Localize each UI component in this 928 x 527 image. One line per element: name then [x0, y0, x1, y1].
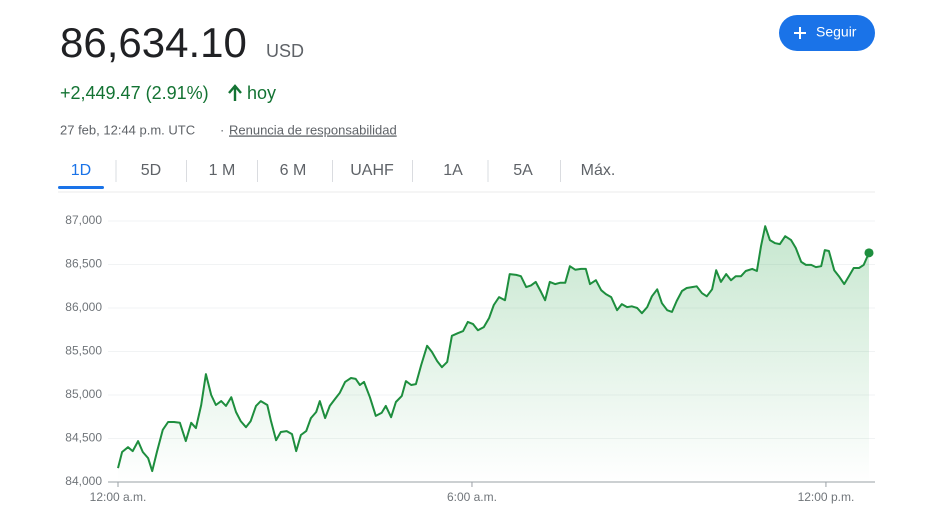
- y-tick-label: 85,000: [65, 387, 102, 401]
- timestamp: 27 feb, 12:44 p.m. UTC: [60, 122, 195, 137]
- area-fill: [118, 226, 869, 482]
- tab[interactable]: 1D: [71, 162, 91, 179]
- tab[interactable]: 6 M: [280, 162, 307, 179]
- plus-icon: [794, 27, 806, 39]
- follow-button[interactable]: [779, 15, 875, 51]
- tab[interactable]: 1A: [443, 162, 463, 179]
- tab[interactable]: 5A: [513, 162, 533, 179]
- x-tick-label: 6:00 a.m.: [447, 490, 497, 504]
- y-tick-label: 84,500: [65, 431, 102, 445]
- tab[interactable]: Máx.: [581, 162, 616, 179]
- last-point: [864, 248, 874, 258]
- y-tick-label: 85,500: [65, 344, 102, 358]
- tabs: 1D 5D 1 M 6 M UAHF 1A 5A Máx.: [58, 160, 615, 189]
- tab-indicator: [58, 186, 104, 189]
- follow-label: Seguir: [816, 24, 857, 40]
- separator: ·: [220, 122, 224, 137]
- y-tick-label: 84,000: [65, 474, 102, 488]
- up-arrow: [228, 84, 242, 101]
- y-tick-label: 87,000: [65, 213, 102, 227]
- change: +2,449.47 (2.91%): [60, 83, 209, 103]
- tab[interactable]: 1 M: [209, 162, 236, 179]
- price-line: [117, 225, 870, 473]
- currency: USD: [266, 41, 304, 61]
- x-tick-label: 12:00 a.m.: [90, 490, 147, 504]
- period: hoy: [247, 83, 276, 103]
- chart: 84,000 84,500 85,000 85,500 86,000 86,500 87,0…: [65, 213, 875, 504]
- tab[interactable]: UAHF: [350, 162, 394, 179]
- y-tick-label: 86,000: [65, 300, 102, 314]
- x-tick-label: 12:00 p.m.: [798, 490, 855, 504]
- disclaimer-link[interactable]: Renuncia de responsabilidad: [229, 122, 397, 137]
- price: 86,634.10: [60, 19, 247, 66]
- tab[interactable]: 5D: [141, 162, 161, 179]
- y-tick-label: 86,500: [65, 257, 102, 271]
